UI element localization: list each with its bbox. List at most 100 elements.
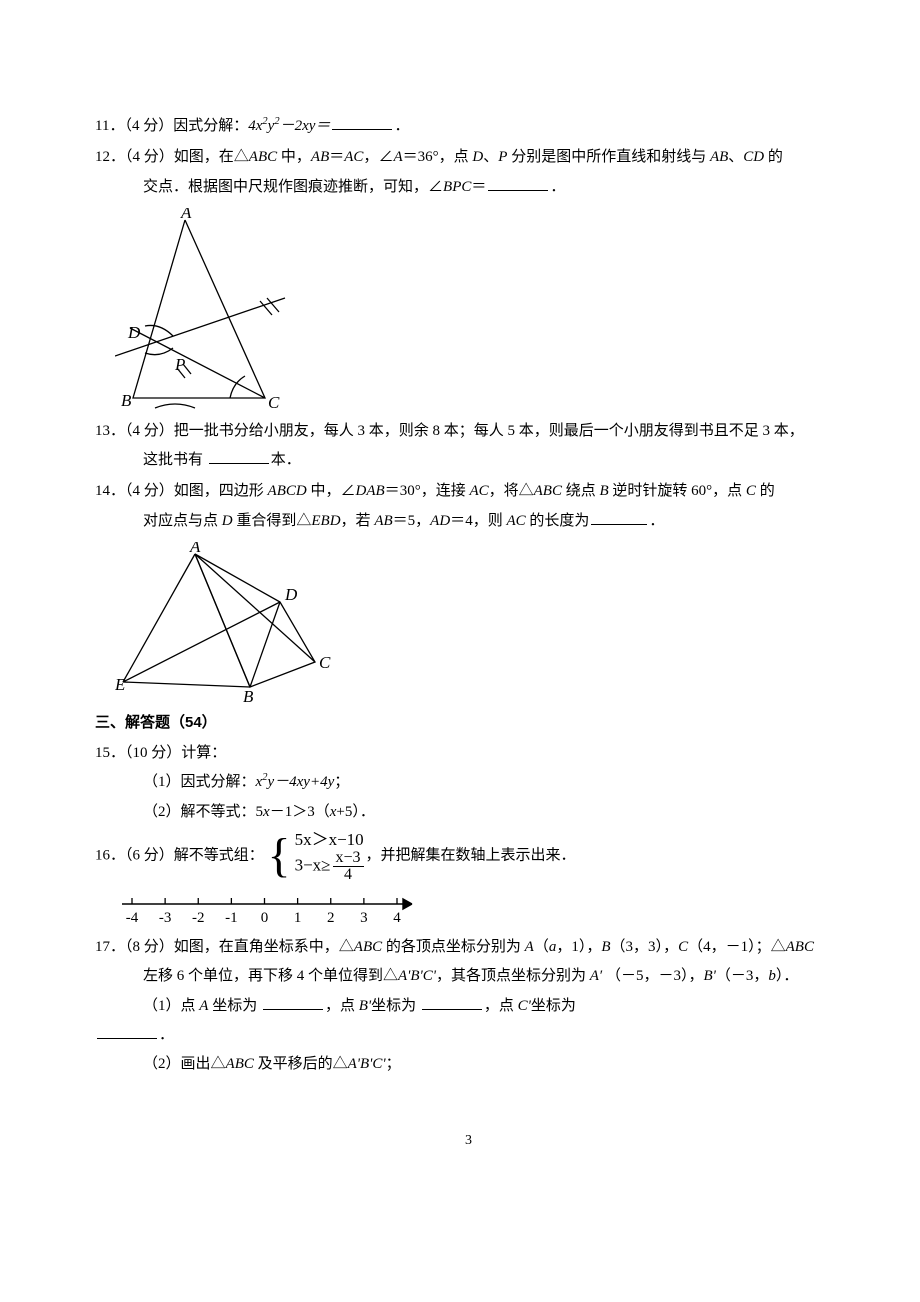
sys-row2a: 3−x≥ xyxy=(295,855,331,874)
q17-part1: （1）点 A 坐标为 ，点 B'坐标为 ，点 C'坐标为 xyxy=(95,992,842,1021)
q14-label: 14． xyxy=(95,483,125,499)
q12-CD: CD xyxy=(743,149,764,165)
q17-p1-label: （1） xyxy=(143,998,181,1014)
q15-points: （10 分） xyxy=(125,745,181,761)
q14-figure: A B C D E xyxy=(115,542,842,702)
q17-l2b: ，其各顶点坐标分别为 xyxy=(436,968,590,984)
page-number: 3 xyxy=(95,1127,842,1154)
question-12: 12．（4 分）如图，在△ABC 中，AB＝AC，∠A＝36°，点 D、P 分别… xyxy=(95,143,842,202)
svg-text:3: 3 xyxy=(360,910,368,926)
q12-line2: 交点．根据图中尺规作图痕迹推断，可知，∠BPC＝． xyxy=(95,173,842,202)
q14-l2d: ， xyxy=(415,513,430,529)
eq-sign: ＝ xyxy=(329,149,344,165)
q13-text: 把一批书分给小朋友，每人 3 本，则余 8 本；每人 5 本，则最后一个小朋友得… xyxy=(174,423,804,439)
q17-blank-C[interactable] xyxy=(97,1022,157,1039)
q17-ABC: ABC xyxy=(354,939,382,955)
frac-den: 4 xyxy=(333,867,364,883)
q17-p1Cp: C' xyxy=(518,998,531,1014)
question-13: 13．（4 分）把一批书分给小朋友，每人 3 本，则余 8 本；每人 5 本，则… xyxy=(95,417,842,476)
q13-points: （4 分） xyxy=(125,423,174,439)
eq-sign: ＝ xyxy=(450,513,465,529)
q12-ac: AC xyxy=(344,149,363,165)
q14-l2b: 重合得到△ xyxy=(233,513,312,529)
q14-tf: 逆时针旋转 60°，点 xyxy=(609,483,746,499)
q14-AC: AC xyxy=(469,483,488,499)
q15-p1-tail: ； xyxy=(334,774,349,790)
q14-tb: 中， xyxy=(307,483,341,499)
q17-p2b: 及平移后的△ xyxy=(254,1056,348,1072)
q17-ABC2: ABC xyxy=(786,939,814,955)
eq-sign: ＝ xyxy=(385,483,400,499)
q17-Ac: （a，1） xyxy=(534,939,587,955)
q17-p2ABC: ABC xyxy=(226,1056,254,1072)
q14-B: B xyxy=(600,483,609,499)
q12-angA: ∠A xyxy=(378,149,402,165)
q17-Bp: B' xyxy=(703,968,715,984)
q11-text: 因式分解： xyxy=(173,118,248,134)
eq-sign: ＝ xyxy=(403,149,418,165)
label-B: B xyxy=(243,687,254,702)
q17-label: 17． xyxy=(95,939,125,955)
svg-text:2: 2 xyxy=(327,910,335,926)
q11-label: 11． xyxy=(95,118,124,134)
sys-row1: 5x＞x−10 xyxy=(295,829,366,850)
sys-row2: 3−x≥x−34 xyxy=(295,850,366,883)
label-D: D xyxy=(127,323,141,342)
q11-tail: ． xyxy=(394,118,409,134)
q17-part2: （2）画出△ABC 及平移后的△A'B'C'； xyxy=(95,1050,842,1079)
q17-p1d: 坐标为 xyxy=(371,998,420,1014)
q12-tb: 中， xyxy=(277,149,311,165)
q17-p1c: ，点 xyxy=(325,998,359,1014)
q14-AC2: AC xyxy=(506,513,525,529)
q16-points: （6 分） xyxy=(125,847,174,863)
q12-blank[interactable] xyxy=(488,174,548,191)
fraction: x−34 xyxy=(333,850,364,883)
label-A: A xyxy=(189,542,201,556)
q17-tail2: ． xyxy=(783,968,798,984)
q16-numberline: -4-3-2-101234 xyxy=(117,889,842,929)
q14-C: C xyxy=(746,483,756,499)
q14-ad4: 4 xyxy=(465,513,473,529)
q15-label: 15． xyxy=(95,745,125,761)
q12-l2a: 交点．根据图中尺规作图痕迹推断，可知， xyxy=(143,179,428,195)
svg-text:-1: -1 xyxy=(225,910,238,926)
q12-figure: A B C D P xyxy=(115,208,842,413)
q14-tg: 的 xyxy=(756,483,775,499)
q17-p1f: 坐标为 xyxy=(531,998,576,1014)
q17-Apc: （－5，－3） xyxy=(606,968,689,984)
eq-sign: ＝ xyxy=(393,513,408,529)
label-C: C xyxy=(268,393,280,412)
q15-p1-expr: x2y－4xy+4y xyxy=(256,774,335,790)
q17-B: B xyxy=(601,939,610,955)
q11-blank[interactable] xyxy=(332,113,392,130)
q13-l2b: 本． xyxy=(271,452,301,468)
q17-A: A xyxy=(525,939,534,955)
q15-p1-label: （1） xyxy=(143,774,181,790)
q17-p2a: 画出△ xyxy=(181,1056,226,1072)
label-P: P xyxy=(174,355,185,374)
q17-Cc: （4，－1） xyxy=(688,939,756,955)
q11-points: （4 分） xyxy=(124,118,173,134)
q15-p2-text: 解不等式： xyxy=(181,804,256,820)
q12-tc: ，点 xyxy=(439,149,473,165)
q12-te: 的 xyxy=(764,149,783,165)
q17-p2ApBpCp: A'B'C' xyxy=(348,1056,386,1072)
q16-label: 16． xyxy=(95,847,125,863)
label-C: C xyxy=(319,653,331,672)
q12-D: D xyxy=(472,149,483,165)
q14-blank[interactable] xyxy=(591,508,647,525)
q17-line2: 左移 6 个单位，再下移 4 个单位得到△A'B'C'，其各顶点坐标分别为 A′… xyxy=(95,962,842,991)
q13-blank[interactable] xyxy=(209,447,269,464)
q15-p2-expr: 5x－1＞3（x+5） xyxy=(256,804,360,820)
q14-ADlhs: AD xyxy=(430,513,450,529)
q14-D: D xyxy=(222,513,233,529)
q12-36: 36° xyxy=(418,149,439,165)
question-16: 16．（6 分）解不等式组： { 5x＞x−10 3−x≥x−34 ，并把解集在… xyxy=(95,829,842,883)
q17-blank-A[interactable] xyxy=(263,993,323,1010)
q12-abc: ABC xyxy=(249,149,277,165)
svg-text:-2: -2 xyxy=(192,910,205,926)
q17-blank-B[interactable] xyxy=(422,993,482,1010)
q15-p2-label: （2） xyxy=(143,804,181,820)
q14-l2e: ，则 xyxy=(473,513,507,529)
label-D: D xyxy=(284,585,298,604)
